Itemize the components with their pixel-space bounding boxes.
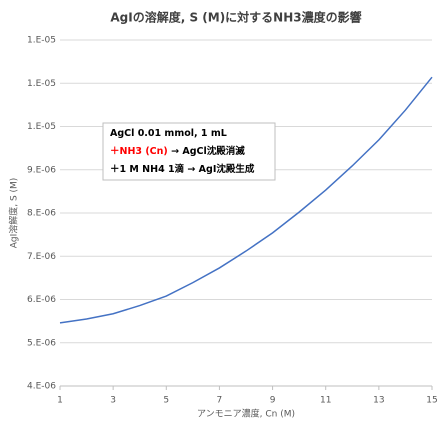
y-tick-label: 5.E-06 — [27, 338, 56, 348]
x-tick-label: 15 — [426, 396, 437, 406]
x-tick-label: 5 — [163, 396, 169, 406]
annotation-text: ＋ — [110, 146, 120, 157]
y-tick-label: 8.E-06 — [27, 209, 56, 219]
y-tick-label: 6.E-06 — [27, 295, 56, 305]
y-tick-label: 9.E-06 — [27, 165, 56, 175]
annotation-text: → AgCl沈殿消滅 — [168, 145, 245, 157]
annotation-text: AgCl 0.01 mmol, 1 mL — [110, 128, 227, 139]
x-axis-label: アンモニア濃度, Cn (M) — [197, 408, 295, 420]
x-tick-label: 7 — [217, 396, 223, 406]
x-tick-label: 1 — [57, 396, 63, 406]
y-tick-label: 7.E-06 — [27, 252, 56, 262]
annotation-text: NH3 (Cn) — [120, 146, 168, 157]
annotation-line: ＋1 M NH4 1滴 → AgI沈殿生成 — [110, 163, 255, 175]
x-tick-label: 13 — [373, 396, 384, 406]
annotation-text: ＋1 M NH4 1滴 → AgI沈殿生成 — [110, 163, 255, 175]
annotation-line: ＋NH3 (Cn) → AgCl沈殿消滅 — [110, 145, 245, 157]
y-tick-label: 1.E-05 — [27, 79, 56, 89]
x-tick-label: 3 — [110, 396, 116, 406]
y-axis-label: AgI溶解度, S (M) — [8, 178, 20, 249]
x-tick-label: 9 — [270, 396, 276, 406]
y-tick-label: 1.E-05 — [27, 36, 56, 46]
y-tick-label: 4.E-06 — [27, 382, 56, 392]
annotation-line: AgCl 0.01 mmol, 1 mL — [110, 128, 227, 139]
annotation-box — [102, 122, 276, 181]
x-tick-label: 11 — [320, 396, 331, 406]
chart-title: AgIの溶解度, S (M)に対するNH3濃度の影響 — [110, 10, 361, 25]
line-series — [59, 76, 433, 324]
y-tick-label: 1.E-05 — [27, 122, 56, 132]
